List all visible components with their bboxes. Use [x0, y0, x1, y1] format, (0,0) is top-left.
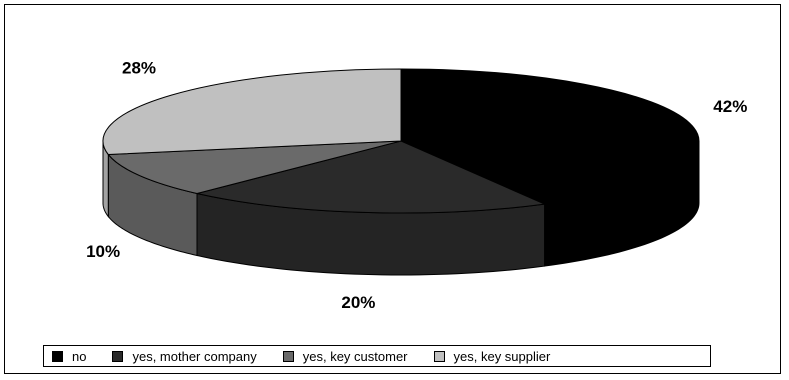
legend-label: yes, mother company	[132, 348, 257, 364]
pie-slice-1	[196, 140, 547, 214]
data-label-1: 20%	[341, 293, 375, 312]
legend-swatch	[433, 350, 445, 362]
pie-chart: 42% 20% 10% 28%	[86, 58, 747, 312]
legend-item-mother-company: yes, mother company	[112, 348, 257, 364]
legend: no yes, mother company yes, key customer…	[43, 345, 711, 367]
data-label-2: 10%	[86, 242, 120, 261]
legend-label: no	[72, 348, 87, 364]
pie-sides	[102, 140, 700, 276]
legend-swatch	[282, 350, 294, 362]
legend-item-key-supplier: yes, key supplier	[433, 348, 551, 364]
pie-tops	[102, 68, 700, 214]
legend-item-no: no	[52, 349, 86, 364]
legend-swatch	[52, 350, 63, 362]
legend-item-key-customer: yes, key customer	[282, 348, 408, 364]
legend-swatch	[112, 350, 124, 362]
legend-label: yes, key customer	[302, 348, 408, 364]
legend-label: yes, key supplier	[453, 348, 551, 364]
pie-slice-3	[102, 68, 402, 156]
data-label-3: 28%	[122, 58, 156, 77]
data-label-0: 42%	[713, 97, 747, 116]
pie-slice-0	[400, 68, 700, 205]
pie-slice-2	[107, 140, 402, 195]
pie-labels: 42% 20% 10% 28%	[86, 58, 747, 312]
chart-frame: 42% 20% 10% 28% no yes, mother company yes,…	[4, 4, 781, 374]
